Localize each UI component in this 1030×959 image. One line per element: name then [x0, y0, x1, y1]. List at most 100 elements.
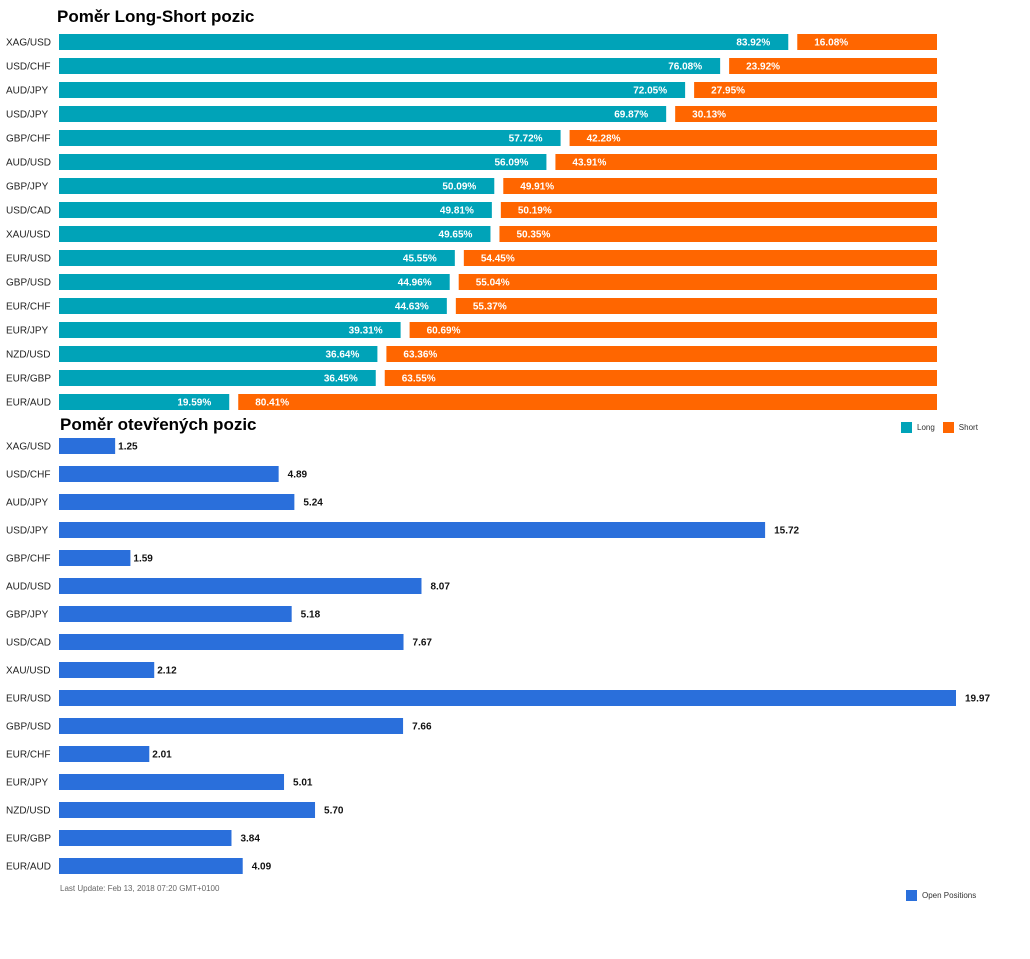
op-category-label-usd-cad: USD/CAD [6, 638, 51, 649]
ls-category-label-xag-usd: XAG/USD [6, 38, 51, 49]
ls-bar-short-eur-jpy [409, 322, 938, 338]
op-category-label-eur-chf: EUR/CHF [6, 750, 50, 761]
ls-bar-short-gbp-jpy [503, 178, 937, 194]
ls-category-label-aud-jpy: AUD/JPY [6, 86, 49, 97]
ls-label-long-eur-chf: 44.63% [395, 302, 429, 313]
ls-bar-long-usd-jpy [59, 106, 667, 122]
op-category-label-nzd-usd: NZD/USD [6, 806, 50, 817]
op-bar-gbp-usd [59, 718, 404, 734]
op-category-label-gbp-chf: GBP/CHF [6, 554, 50, 565]
legend-label-long: Long [917, 423, 935, 432]
op-value-label-usd-chf: 4.89 [288, 470, 308, 481]
ls-category-label-eur-jpy: EUR/JPY [6, 326, 49, 337]
legend-item-long: Long [901, 422, 935, 433]
op-value-label-xau-usd: 2.12 [157, 666, 177, 677]
op-bar-aud-usd [59, 578, 422, 594]
op-value-label-xag-usd: 1.25 [118, 442, 138, 453]
op-category-label-xag-usd: XAG/USD [6, 442, 51, 453]
ls-label-long-xau-usd: 49.65% [439, 230, 473, 241]
ls-label-long-eur-gbp: 36.45% [324, 374, 358, 385]
op-bar-eur-jpy [59, 774, 285, 790]
ls-category-label-eur-aud: EUR/AUD [6, 398, 51, 409]
ls-bar-long-gbp-usd [59, 274, 450, 290]
ls-label-short-eur-gbp: 63.55% [402, 374, 436, 385]
ls-bar-short-usd-chf [729, 58, 937, 74]
ls-category-label-usd-chf: USD/CHF [6, 62, 50, 73]
ls-category-label-gbp-chf: GBP/CHF [6, 134, 50, 145]
op-value-label-eur-usd: 19.97 [965, 694, 990, 705]
ls-bar-short-xau-usd [499, 226, 937, 242]
op-bar-eur-usd [59, 690, 956, 706]
op-category-label-eur-jpy: EUR/JPY [6, 778, 49, 789]
ls-label-short-eur-usd: 54.45% [481, 254, 515, 265]
ls-label-short-nzd-usd: 63.36% [403, 350, 437, 361]
op-bar-usd-chf [59, 466, 279, 482]
op-bar-usd-cad [59, 634, 404, 650]
op-bar-eur-gbp [59, 830, 232, 846]
ls-label-long-xag-usd: 83.92% [736, 38, 770, 49]
op-value-label-aud-jpy: 5.24 [303, 498, 323, 509]
ls-label-long-eur-jpy: 39.31% [349, 326, 383, 337]
ls-bar-long-eur-jpy [59, 322, 401, 338]
ls-label-short-eur-jpy: 60.69% [427, 326, 461, 337]
ls-label-long-aud-usd: 56.09% [495, 158, 529, 169]
ls-label-short-eur-aud: 80.41% [255, 398, 289, 409]
ls-bar-short-usd-cad [500, 202, 937, 218]
ls-bar-long-aud-usd [59, 154, 547, 170]
legend-item-short: Short [942, 422, 978, 433]
long-short-chart-title: Poměr Long-Short pozic [57, 7, 255, 26]
ls-category-label-nzd-usd: NZD/USD [6, 350, 50, 361]
ls-label-long-gbp-chf: 57.72% [509, 134, 543, 145]
last-update-text: Last Update: Feb 13, 2018 07:20 GMT+0100 [60, 884, 220, 893]
op-value-label-gbp-jpy: 5.18 [301, 610, 321, 621]
legend-swatch-short [942, 422, 954, 433]
ls-label-long-gbp-usd: 44.96% [398, 278, 432, 289]
ls-bar-long-eur-aud [59, 394, 230, 410]
legend-label-open-positions: Open Positions [922, 891, 977, 900]
ls-bar-short-eur-usd [463, 250, 937, 266]
op-value-label-eur-chf: 2.01 [152, 750, 172, 761]
ls-label-long-gbp-jpy: 50.09% [442, 182, 476, 193]
ls-bar-long-gbp-jpy [59, 178, 495, 194]
legend-swatch-long [901, 422, 912, 433]
op-value-label-eur-aud: 4.09 [252, 862, 272, 873]
ls-bar-short-nzd-usd [386, 346, 937, 362]
open-positions-legend: Open Positions [906, 890, 976, 901]
op-category-label-gbp-usd: GBP/USD [6, 722, 51, 733]
op-bar-aud-jpy [59, 494, 295, 510]
open-positions-chart-title: Poměr otevřených pozic [60, 415, 257, 434]
ls-label-long-eur-aud: 19.59% [177, 398, 211, 409]
ls-label-short-eur-chf: 55.37% [473, 302, 507, 313]
long-short-legend: Long Short [901, 422, 986, 433]
ls-label-short-xau-usd: 50.35% [516, 230, 550, 241]
op-category-label-eur-aud: EUR/AUD [6, 862, 51, 873]
ls-bar-short-gbp-chf [569, 130, 937, 146]
op-bar-gbp-chf [59, 550, 131, 566]
op-value-label-usd-cad: 7.67 [413, 638, 433, 649]
ls-bar-long-eur-chf [59, 298, 447, 314]
op-value-label-nzd-usd: 5.70 [324, 806, 344, 817]
op-value-label-eur-jpy: 5.01 [293, 778, 313, 789]
ls-category-label-gbp-jpy: GBP/JPY [6, 182, 49, 193]
ls-label-short-aud-jpy: 27.95% [711, 86, 745, 97]
ls-label-short-usd-chf: 23.92% [746, 62, 780, 73]
ls-label-long-aud-jpy: 72.05% [633, 86, 667, 97]
ls-label-long-eur-usd: 45.55% [403, 254, 437, 265]
ls-bar-short-eur-chf [455, 298, 937, 314]
op-bar-nzd-usd [59, 802, 316, 818]
ls-bar-long-xau-usd [59, 226, 491, 242]
op-category-label-eur-usd: EUR/USD [6, 694, 51, 705]
ls-label-short-gbp-jpy: 49.91% [520, 182, 554, 193]
ls-category-label-xau-usd: XAU/USD [6, 230, 50, 241]
op-category-label-aud-jpy: AUD/JPY [6, 498, 49, 509]
op-bar-xau-usd [59, 662, 155, 678]
op-category-label-aud-usd: AUD/USD [6, 582, 51, 593]
ls-bar-short-eur-aud [238, 394, 937, 410]
ls-bar-long-nzd-usd [59, 346, 378, 362]
ls-label-short-aud-usd: 43.91% [572, 158, 606, 169]
ls-category-label-aud-usd: AUD/USD [6, 158, 51, 169]
ls-label-long-nzd-usd: 36.64% [325, 350, 359, 361]
ls-label-long-usd-chf: 76.08% [668, 62, 702, 73]
ls-bar-long-aud-jpy [59, 82, 686, 98]
